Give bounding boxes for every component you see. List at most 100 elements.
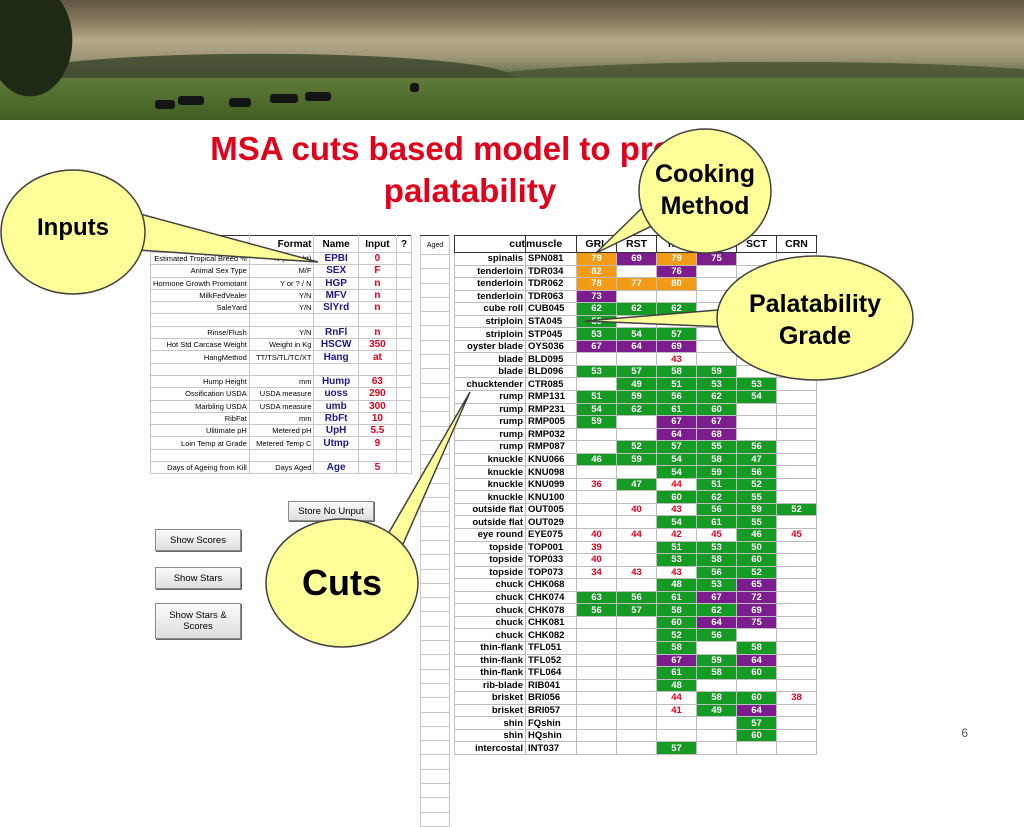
grade-cell: 44	[656, 477, 697, 492]
grade-cell: 52	[616, 440, 657, 454]
grades-header-rst: RST	[616, 235, 657, 253]
grade-cell: 47	[736, 452, 777, 467]
title-line-2: palatability	[383, 172, 557, 209]
grade-cell: 67	[696, 590, 737, 605]
grade-cell: 62	[616, 302, 657, 316]
aged-cell	[420, 782, 450, 799]
grade-cell	[776, 716, 817, 730]
button-label-line-1: Show Stars &	[169, 610, 227, 621]
cooking-callout-bubble	[638, 128, 772, 254]
grade-cell: 60	[736, 553, 777, 567]
grade-cell	[616, 553, 657, 567]
grade-cell: 56	[736, 440, 777, 454]
aged-cell	[420, 768, 450, 784]
cuts-callout-bubble	[265, 518, 419, 648]
grade-cell	[776, 415, 817, 429]
grade-row: brisket BRI056 44 58 60 38	[454, 691, 817, 705]
grade-cell: 51	[656, 377, 697, 391]
grade-cell: 67	[656, 415, 697, 429]
grade-cell	[776, 741, 817, 755]
grade-cell: 65	[736, 578, 777, 592]
grade-cell: 36	[576, 477, 617, 492]
grade-cell	[696, 728, 737, 743]
grade-cell: 39	[576, 540, 617, 555]
input-row: Animal Sex Type M/F SEX F	[150, 264, 412, 278]
grade-row: rump RMP231 54 62 61 60	[454, 402, 817, 417]
grade-cell	[576, 515, 617, 530]
grade-cell	[616, 653, 657, 668]
grade-cell	[736, 628, 777, 642]
input-name-cell: EPBI	[313, 251, 359, 266]
input-val-cell[interactable]: 5	[357, 461, 398, 475]
palatability-callout-bubble	[716, 255, 914, 381]
input-row: Ulitimate pH Metered pH UpH 5.5	[150, 424, 412, 438]
grade-cell: 40	[576, 528, 617, 542]
grade-cell: 62	[696, 603, 737, 617]
grade-cell	[616, 465, 657, 479]
show-scores-button[interactable]: Show Scores	[155, 529, 241, 551]
grade-cell	[616, 640, 657, 655]
input-row: HangMethod TT/TS/TL/TC/XT Hang at	[150, 350, 412, 364]
grade-cell	[776, 578, 817, 592]
callout-shapes	[0, 128, 914, 648]
grade-cell: 43	[616, 565, 657, 580]
grade-cell: 54	[656, 452, 697, 467]
grades-header-cut: cut	[454, 235, 526, 253]
show-stars-and-scores-button[interactable]: Show Stars & Scores	[155, 603, 241, 639]
cooking-line-1: Cooking	[655, 160, 755, 188]
inputs-callout-label: Inputs	[37, 214, 109, 241]
grade-cell	[576, 352, 617, 366]
grade-cell: 59	[616, 390, 657, 404]
grade-row: eye round EYE075 40 44 42 45 46 45	[454, 528, 817, 542]
grade-cell	[776, 653, 817, 668]
button-label-line-2: Scores	[183, 621, 213, 632]
grade-cell: 75	[696, 252, 737, 266]
input-help-cell	[396, 461, 412, 475]
grade-cell: 57	[656, 741, 697, 755]
grade-cell	[576, 427, 617, 442]
cow-icon	[178, 96, 204, 105]
grade-row: thin-flank TFL052 67 59 64	[454, 653, 817, 668]
show-stars-button[interactable]: Show Stars	[155, 567, 241, 589]
grade-cell	[696, 277, 737, 291]
pasture-decoration	[0, 78, 1024, 120]
grade-row: rib-blade RIB041 48	[454, 678, 817, 693]
title-line-1: MSA cuts based model to predict	[210, 130, 730, 167]
grade-cell	[776, 678, 817, 693]
grade-cell: 53	[696, 578, 737, 592]
pal-line-1: Palatability	[749, 290, 881, 318]
grade-cell: 46	[736, 528, 777, 542]
pal-line-2: Grade	[778, 322, 852, 350]
aged-row	[420, 768, 450, 784]
aged-column: Aged	[420, 235, 450, 827]
cooking-line-2: Method	[660, 192, 750, 220]
slide-title: MSA cuts based model to predict palatabi…	[140, 128, 800, 212]
grade-row: intercostal INT037 57	[454, 741, 817, 755]
aged-header-row: Aged	[420, 235, 450, 255]
grade-cell: 59	[696, 653, 737, 668]
grade-cell	[736, 678, 777, 693]
grade-cell: 45	[776, 528, 817, 542]
grade-cell: 64	[616, 339, 657, 354]
grade-cell: 78	[576, 277, 617, 291]
grade-cell: 61	[656, 590, 697, 605]
grade-row: rump RMP087 52 57 55 56	[454, 440, 817, 454]
grade-cell: 48	[656, 678, 697, 693]
grade-cell: 55	[736, 490, 777, 504]
grade-cell: 60	[736, 691, 777, 705]
cow-icon	[229, 98, 251, 107]
inputs-header-cell: ?	[396, 235, 412, 253]
aged-header-cell: Aged	[420, 235, 450, 255]
grade-cell	[616, 716, 657, 730]
grade-cell: 64	[656, 427, 697, 442]
grade-cell	[696, 640, 737, 655]
grade-cell	[696, 741, 737, 755]
cooking-method-callout-label: Cooking Method	[640, 158, 770, 222]
grade-row: outside flat OUT029 54 61 55	[454, 515, 817, 530]
grade-cell: 58	[696, 666, 737, 680]
grade-cell	[776, 565, 817, 580]
inputs-callout-bubble	[0, 169, 146, 295]
grade-cell	[616, 515, 657, 530]
grade-cell: 57	[736, 716, 777, 730]
aged-row	[420, 797, 450, 813]
